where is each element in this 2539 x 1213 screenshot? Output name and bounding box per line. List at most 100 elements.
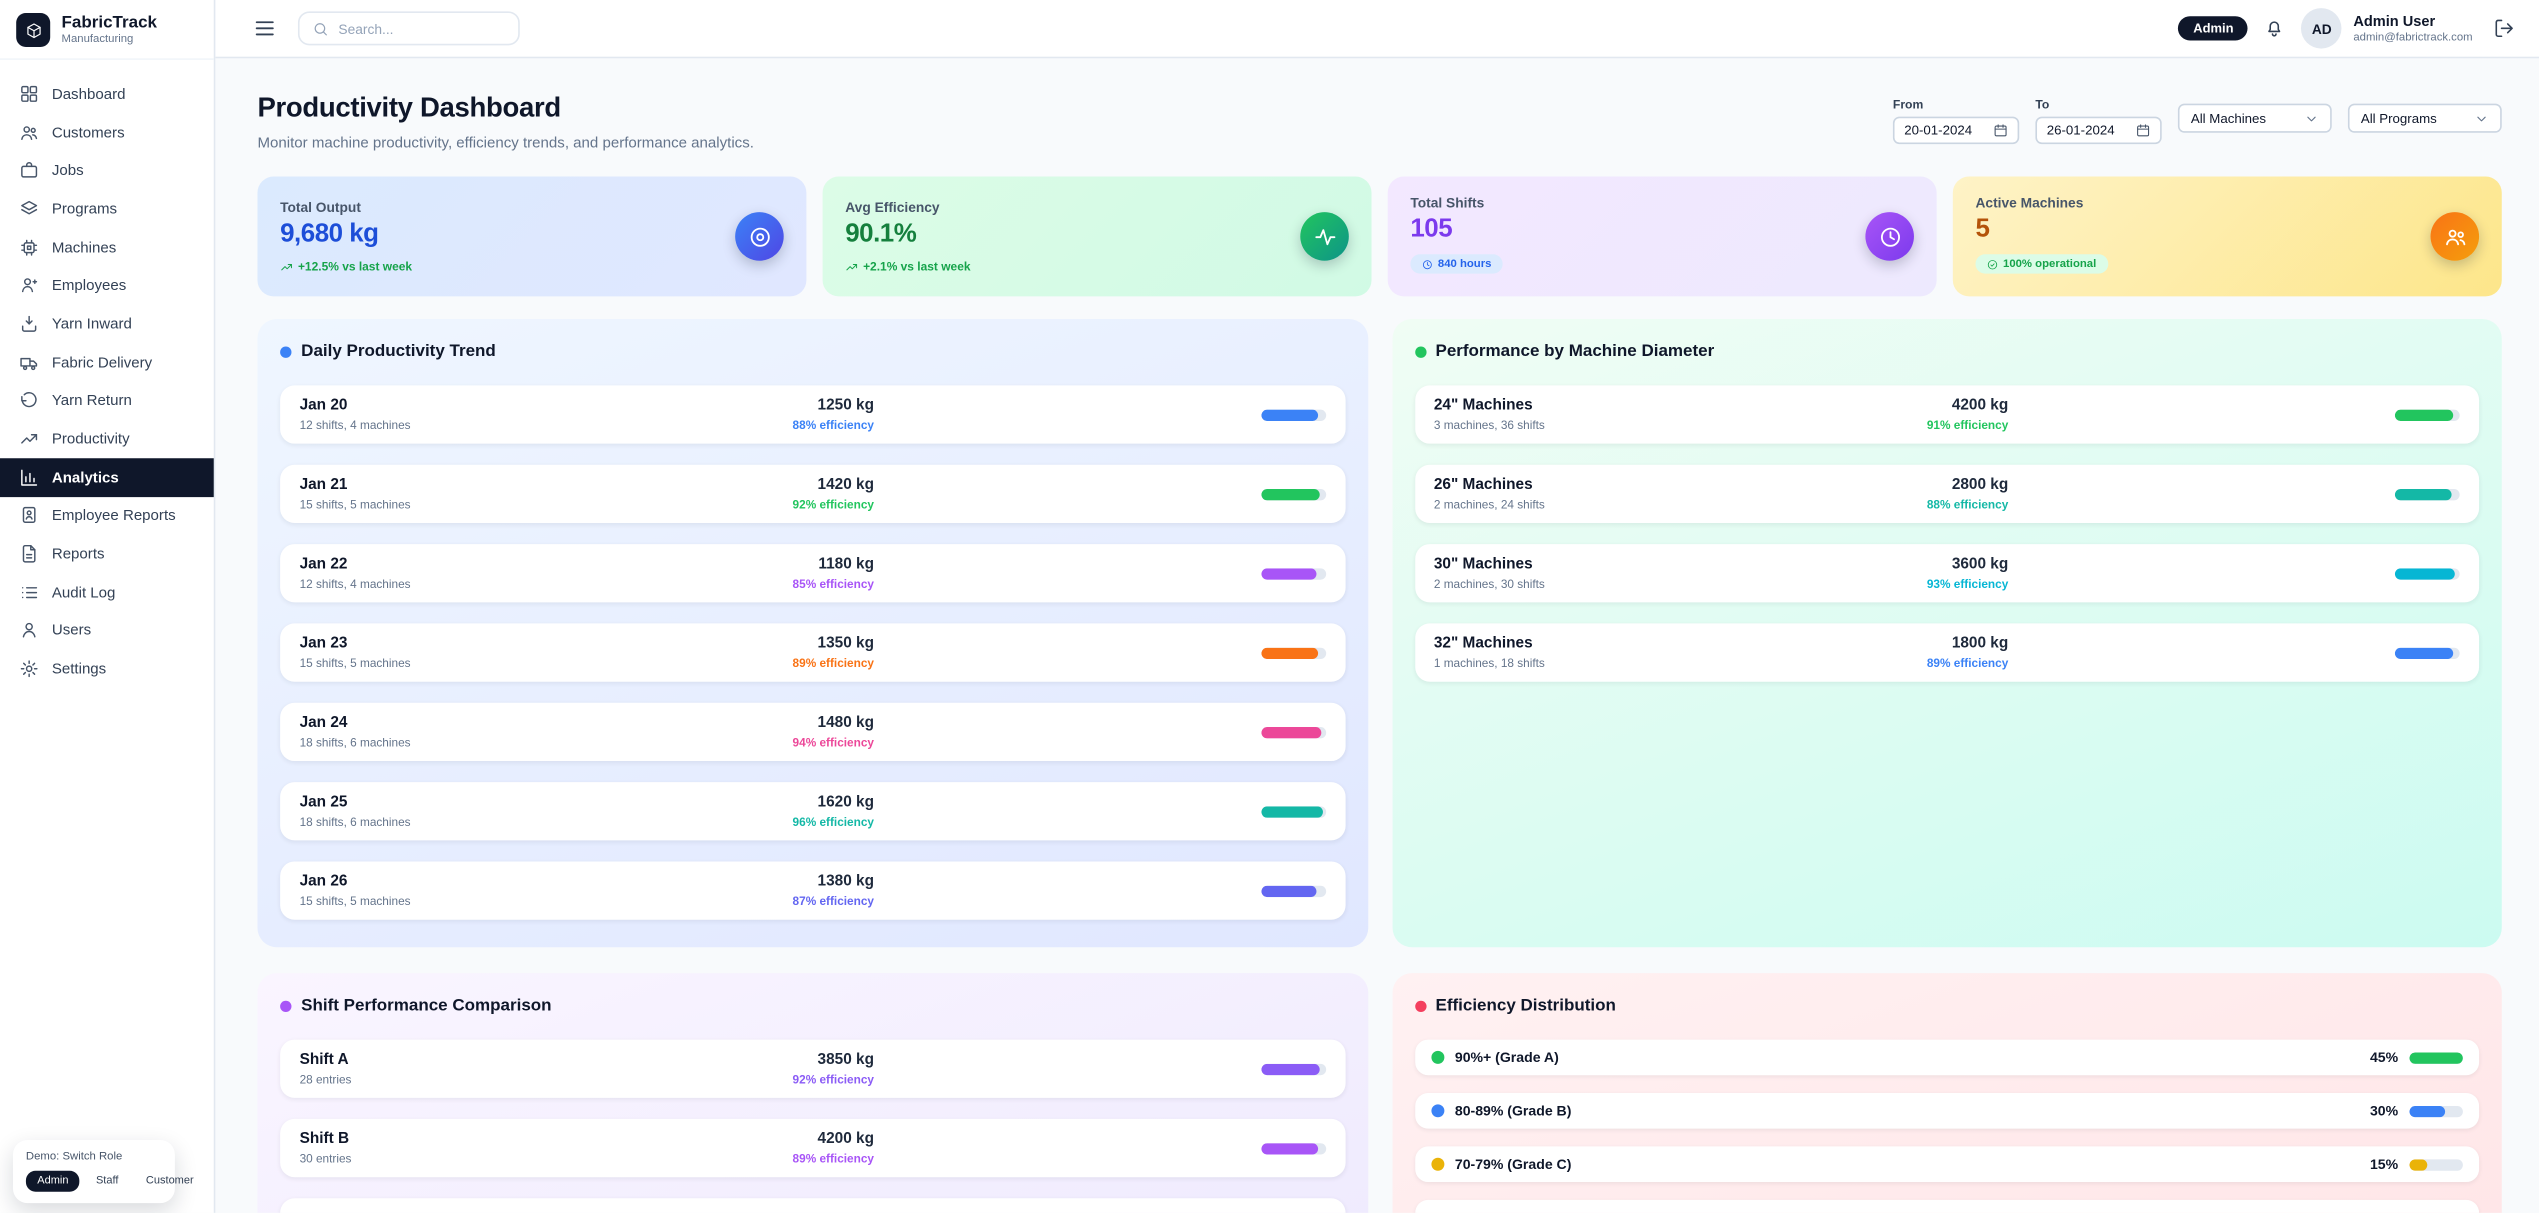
layers-icon <box>19 199 38 218</box>
row-efficiency: 94% efficiency <box>792 735 874 750</box>
grade-label: 90%+ (Grade A) <box>1454 1049 1559 1066</box>
sidebar-item[interactable]: Dashboard <box>0 74 214 112</box>
sidebar-item[interactable]: Productivity <box>0 420 214 458</box>
progress-fill <box>2409 1158 2428 1170</box>
panel-title: Shift Performance Comparison <box>301 995 552 1016</box>
panel-header: Shift Performance Comparison <box>280 996 1345 1015</box>
sidebar-item[interactable]: Analytics <box>0 458 214 497</box>
panel-title: Daily Productivity Trend <box>301 341 496 362</box>
progress-bar <box>1260 884 1326 897</box>
table-row: 24" Machines 3 machines, 36 shifts 4200 … <box>1414 385 2480 444</box>
sidebar-item[interactable]: Employees <box>0 266 214 304</box>
sidebar-item[interactable]: Yarn Inward <box>0 305 214 343</box>
sidebar-item-label: Yarn Return <box>51 392 132 409</box>
progress-bar <box>1260 488 1326 500</box>
list-item: 80-89% (Grade B) 30% <box>1414 1093 2480 1129</box>
machines-select[interactable]: All Machines <box>2177 103 2332 133</box>
sidebar-item-label: Dashboard <box>51 85 126 102</box>
panel-header: Daily Productivity Trend <box>280 342 1345 361</box>
menu-icon[interactable] <box>253 16 277 40</box>
grade-label: 80-89% (Grade B) <box>1454 1102 1572 1119</box>
row-meta: 12 shifts, 4 machines <box>299 576 411 592</box>
shift-comparison-panel: Shift Performance Comparison Shift A 28 … <box>257 973 1368 1213</box>
brand-tagline: Manufacturing <box>61 33 134 45</box>
progress-bar <box>2394 646 2460 659</box>
gear-icon <box>19 659 38 678</box>
role-button[interactable]: Customer <box>135 1171 205 1192</box>
progress-fill <box>2394 567 2456 579</box>
page-subtitle: Monitor machine productivity, efficiency… <box>257 134 754 151</box>
demo-role-switcher: Demo: Switch Role Admin Staff Customer <box>12 1139 194 1204</box>
date-from-input[interactable]: 20-01-2024 <box>1892 116 2020 145</box>
stat-value: 105 <box>1410 215 1453 244</box>
briefcase-icon <box>19 161 38 180</box>
table-row: 26" Machines 2 machines, 24 shifts 2800 … <box>1414 464 2480 524</box>
row-meta: 18 shifts, 6 machines <box>299 735 411 750</box>
progress-fill <box>2409 1051 2463 1064</box>
date-to-input[interactable]: 26-01-2024 <box>2035 116 2162 145</box>
topbar: Admin AD Admin User admin@fabrictrack.co… <box>215 0 2539 59</box>
progress-bar <box>2394 567 2460 579</box>
sidebar-item-label: Analytics <box>51 469 119 486</box>
grade-dot <box>1430 1050 1444 1064</box>
progress-bar <box>1260 1063 1326 1075</box>
daily-trend-panel: Daily Productivity Trend Jan 20 12 shift… <box>257 318 1368 948</box>
sidebar-item[interactable]: Fabric Delivery <box>0 343 214 381</box>
daily-rows: Jan 20 12 shifts, 4 machines 1250 kg 88%… <box>280 385 1345 920</box>
grade-dot <box>1430 1104 1444 1118</box>
panel-dot <box>1414 999 1426 1012</box>
progress-fill <box>2394 488 2452 500</box>
role-button[interactable]: Admin <box>25 1170 80 1192</box>
row-meta: 1 machines, 18 shifts <box>1433 655 1545 671</box>
sidebar-item-label: Machines <box>51 238 117 256</box>
table-row: Jan 22 12 shifts, 4 machines 1180 kg 85%… <box>280 544 1345 603</box>
return-icon <box>19 391 38 410</box>
sidebar-item[interactable]: Audit Log <box>0 573 214 611</box>
machine-rows: 24" Machines 3 machines, 36 shifts 4200 … <box>1414 385 2480 682</box>
stat-icon <box>2430 212 2480 261</box>
progress-bar <box>1260 805 1326 817</box>
calendar-icon <box>2136 123 2151 138</box>
table-row: Jan 26 15 shifts, 5 machines 1380 kg 87%… <box>280 861 1345 920</box>
chart-icon <box>19 468 38 487</box>
sidebar-item[interactable]: Settings <box>0 650 214 688</box>
progress-bar <box>1260 646 1326 659</box>
row-efficiency: 88% efficiency <box>792 417 874 433</box>
stat-trend: +12.5% vs last week <box>280 259 412 274</box>
role-badge: Admin <box>2178 16 2249 41</box>
calendar-icon <box>1993 123 2008 138</box>
clipped-row-container <box>280 1198 1345 1213</box>
from-label: From <box>1892 97 1924 112</box>
stat-icon <box>1300 212 1349 261</box>
search-input[interactable] <box>338 20 506 37</box>
sidebar-item[interactable]: Reports <box>0 535 214 573</box>
sidebar-item[interactable]: Jobs <box>0 151 214 189</box>
row-efficiency: 85% efficiency <box>792 576 874 592</box>
sidebar-nav: Dashboard Customers Jobs Programs <box>0 60 214 688</box>
sidebar-item[interactable]: Customers <box>0 113 214 151</box>
programs-select[interactable]: All Programs <box>2347 103 2502 133</box>
demo-title: Demo: Switch Role <box>25 1151 123 1163</box>
bell-icon[interactable] <box>2264 18 2285 39</box>
sidebar-item-label: Employee Reports <box>51 507 176 524</box>
user-chip[interactable]: AD Admin User admin@fabrictrack.com <box>2301 8 2473 49</box>
role-button[interactable]: Staff <box>85 1171 130 1192</box>
sidebar-item[interactable]: Machines <box>0 228 214 266</box>
row-meta: 15 shifts, 5 machines <box>299 497 411 512</box>
logout-icon[interactable] <box>2494 18 2515 39</box>
clipped-row-container <box>1414 1199 2480 1213</box>
machines-select-value: All Machines <box>2190 110 2267 126</box>
sidebar-item[interactable]: Yarn Return <box>0 381 214 419</box>
row-label: Jan 23 <box>299 634 348 653</box>
sidebar-item[interactable]: Users <box>0 611 214 649</box>
sidebar-item[interactable]: Employee Reports <box>0 496 214 534</box>
progress-fill <box>1260 646 1319 659</box>
row-efficiency: 88% efficiency <box>1926 497 2009 512</box>
stat-card: Avg Efficiency 90.1% +2.1% vs last week <box>822 176 1372 297</box>
row-meta: 2 machines, 30 shifts <box>1433 576 1545 592</box>
stat-value: 9,680 kg <box>280 220 379 248</box>
row-label: Shift B <box>299 1130 350 1149</box>
sidebar-item-label: Fabric Delivery <box>51 354 153 371</box>
sidebar-item[interactable]: Programs <box>0 190 214 228</box>
programs-select-value: All Programs <box>2360 110 2437 126</box>
